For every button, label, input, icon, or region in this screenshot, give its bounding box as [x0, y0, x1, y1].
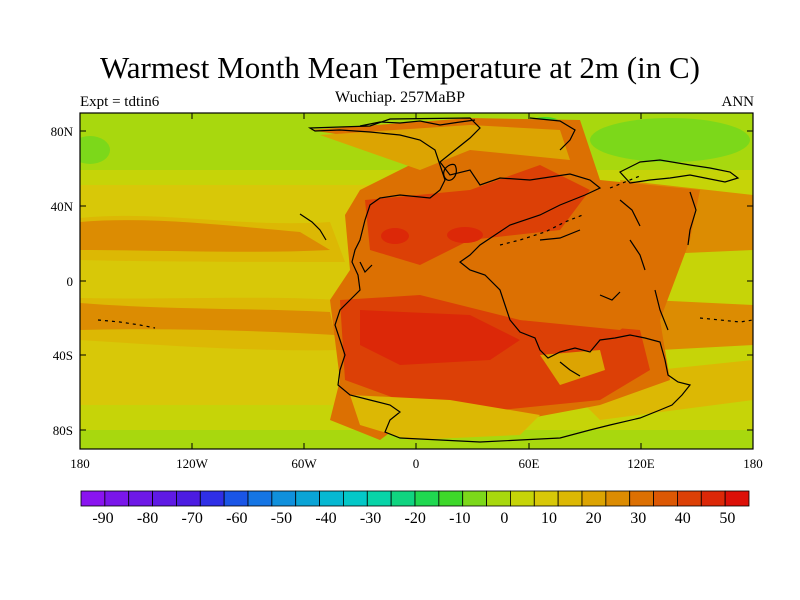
- colorbar-swatch: [128, 490, 153, 507]
- x-tick-label: 60W: [291, 456, 317, 471]
- x-tick-label: 0: [413, 456, 420, 471]
- colorbar-swatch: [247, 490, 273, 507]
- colorbar-swatch: [176, 490, 201, 507]
- colorbar-swatch: [462, 490, 487, 507]
- colorbar-swatch: [295, 490, 320, 507]
- colorbar-label: -70: [182, 510, 203, 527]
- colorbar-label: -90: [92, 510, 113, 527]
- colorbar-label: 0: [500, 510, 508, 527]
- colorbar-label: -20: [405, 510, 426, 527]
- colorbar-label: 20: [586, 510, 602, 527]
- colorbar-swatch: [510, 490, 535, 507]
- x-tick-label: 120W: [176, 456, 209, 471]
- colorbar-label: -80: [137, 510, 158, 527]
- colorbar-swatch: [152, 490, 177, 507]
- colorbar-label: -10: [449, 510, 470, 527]
- y-tick-labels: 80N 40N 0 40S 80S: [51, 124, 74, 438]
- x-tick-labels: 180 120W 60W 0 60E 120E 180: [70, 456, 763, 471]
- coastlines: [299, 117, 740, 443]
- map-ticks: [79, 113, 754, 449]
- colorbar-swatch: [343, 490, 368, 507]
- colorbar-label: 40: [675, 510, 691, 527]
- x-tick-label: 180: [70, 456, 90, 471]
- colorbar-swatch: [724, 490, 750, 507]
- colorbar-swatch: [80, 490, 106, 507]
- colorbar-swatch: [223, 490, 249, 507]
- colorbar-swatch: [557, 490, 583, 507]
- colorbar-swatch: [653, 490, 678, 507]
- period-label: ANN: [721, 94, 755, 110]
- y-tick-label: 40N: [51, 199, 74, 214]
- colorbar-swatch: [104, 490, 130, 507]
- island-chains: [97, 175, 753, 329]
- colorbar-label: -40: [315, 510, 336, 527]
- colorbar-swatch: [605, 490, 631, 507]
- colorbar-label: -30: [360, 510, 381, 527]
- colorbar-swatch: [677, 490, 702, 507]
- colorbar: [80, 490, 750, 507]
- colorbar-swatch: [629, 490, 654, 507]
- colorbar-swatch: [486, 490, 511, 507]
- colorbar-labels: -90 -80 -70 -60 -50 -40 -30 -20 -10 0 10 20 30 40 50: [92, 510, 735, 527]
- chart-title: Warmest Month Mean Temperature at 2m (in…: [100, 50, 700, 85]
- y-tick-label: 80S: [53, 423, 73, 438]
- colorbar-label: 10: [541, 510, 557, 527]
- y-tick-label: 0: [67, 274, 74, 289]
- colorbar-swatch: [390, 490, 416, 507]
- colorbar-swatch: [271, 490, 297, 507]
- colorbar-swatch: [700, 490, 726, 507]
- y-tick-label: 40S: [53, 348, 73, 363]
- colorbar-swatch: [319, 490, 344, 507]
- colorbar-label: -50: [271, 510, 292, 527]
- colorbar-swatch: [581, 490, 607, 507]
- experiment-label: Expt = tdtin6: [80, 94, 160, 110]
- y-tick-label: 80N: [51, 124, 74, 139]
- temperature-field: [80, 113, 753, 449]
- colorbar-swatch: [414, 490, 440, 507]
- chart-subtitle: Wuchiap. 257MaBP: [334, 89, 465, 106]
- colorbar-swatch: [533, 490, 559, 507]
- x-tick-label: 60E: [519, 456, 540, 471]
- colorbar-label: 30: [630, 510, 646, 527]
- x-tick-label: 120E: [627, 456, 655, 471]
- colorbar-swatch: [366, 490, 392, 507]
- colorbar-swatch: [438, 490, 464, 507]
- colorbar-swatch: [199, 490, 225, 507]
- colorbar-label: -60: [226, 510, 247, 527]
- colorbar-label: 50: [719, 510, 735, 527]
- x-tick-label: 180: [743, 456, 763, 471]
